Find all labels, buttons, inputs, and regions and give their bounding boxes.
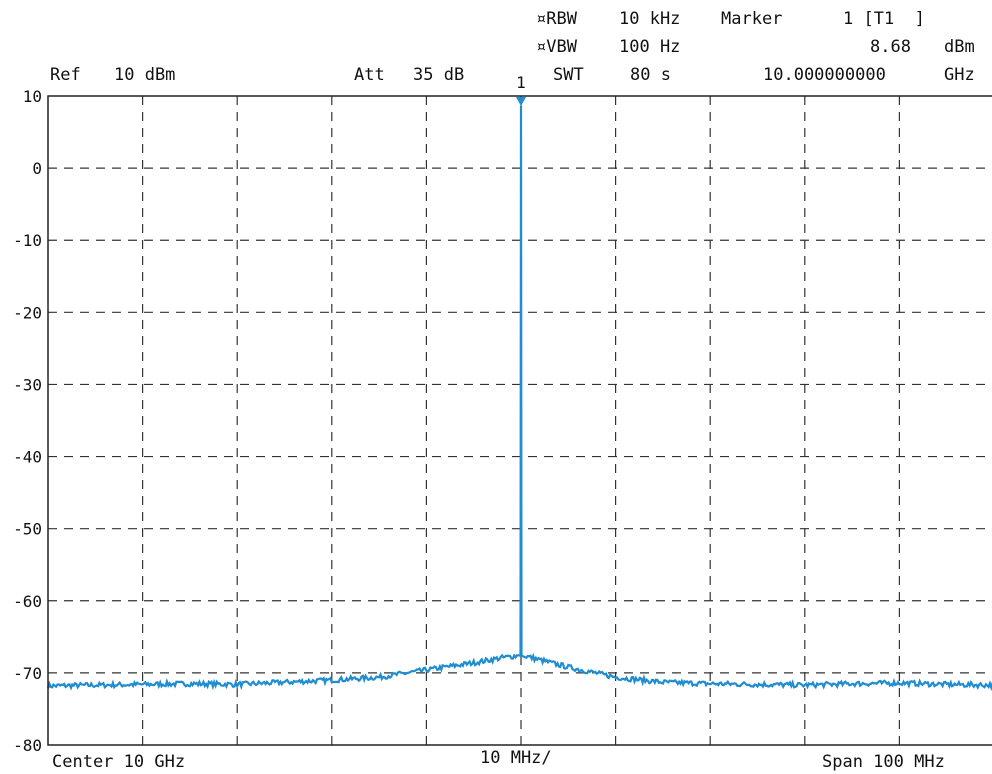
att-value: 35 dB [413, 65, 465, 85]
marker-frequency-unit: GHz [944, 65, 975, 85]
y-tick-label: -60 [13, 592, 42, 611]
frequency-per-division: 10 MHz/ [480, 748, 552, 768]
rbw-label: ¤RBW [536, 9, 577, 29]
y-tick-label: 0 [32, 159, 42, 178]
att-label: Att [354, 65, 385, 85]
y-tick-label: 10 [23, 87, 42, 106]
swt-value: 80 s [630, 65, 671, 85]
vbw-value: 100 Hz [619, 37, 681, 57]
marker-frequency: 10.000000000 [763, 65, 886, 85]
y-tick-labels: 10 0 -10 -20 -30 -40 -50 -60 -70 -80 [13, 87, 42, 755]
marker-id: 1 [T1 ] [843, 9, 925, 29]
vbw-label: ¤VBW [536, 37, 577, 57]
marker-level-unit: dBm [944, 37, 975, 57]
y-tick-label: -70 [13, 664, 42, 683]
swt-label: SWT [553, 65, 584, 85]
marker-label: Marker [721, 9, 783, 29]
marker-1-label: 1 [516, 73, 526, 92]
y-tick-label: -30 [13, 375, 42, 394]
ref-value: 10 dBm [114, 65, 176, 85]
ref-label: Ref [50, 65, 81, 85]
center-frequency: Center 10 GHz [52, 752, 186, 772]
marker-1-triangle [516, 97, 526, 106]
rbw-value: 10 kHz [619, 9, 681, 29]
y-tick-label: -80 [13, 736, 42, 755]
y-tick-label: -20 [13, 303, 42, 322]
y-tick-label: -50 [13, 520, 42, 539]
y-tick-label: -40 [13, 448, 42, 467]
y-tick-label: -10 [13, 231, 42, 250]
marker-level: 8.68 [870, 37, 911, 57]
plot-frame [47, 95, 992, 746]
span: Span 100 MHz [822, 752, 945, 772]
